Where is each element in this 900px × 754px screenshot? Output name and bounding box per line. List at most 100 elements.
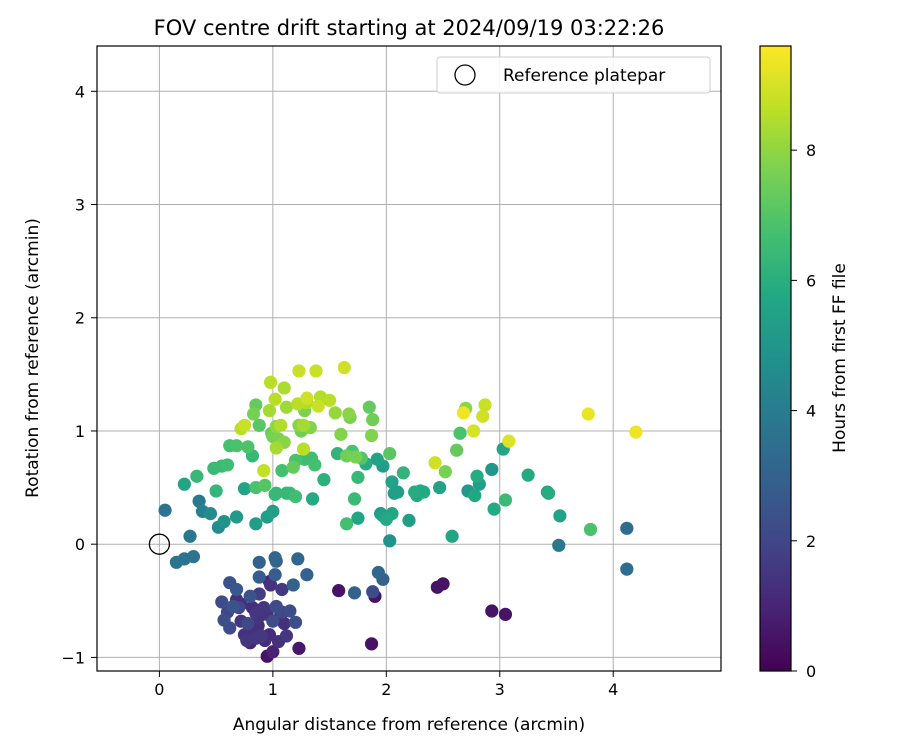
data-point bbox=[274, 418, 288, 432]
data-point bbox=[266, 645, 280, 659]
data-point bbox=[364, 428, 379, 443]
data-point bbox=[266, 614, 280, 628]
data-point bbox=[252, 570, 266, 584]
data-point bbox=[468, 488, 482, 503]
data-point bbox=[453, 426, 467, 440]
data-point bbox=[417, 485, 431, 499]
data-point bbox=[177, 477, 191, 491]
data-point bbox=[351, 470, 365, 484]
data-point bbox=[257, 463, 271, 478]
data-point bbox=[552, 538, 566, 552]
data-point bbox=[334, 427, 348, 441]
grid-lines bbox=[97, 46, 721, 671]
data-point bbox=[209, 484, 223, 498]
data-point bbox=[347, 492, 362, 506]
data-point bbox=[478, 398, 492, 412]
data-point bbox=[408, 485, 422, 499]
data-point bbox=[476, 409, 490, 423]
data-point bbox=[215, 595, 229, 609]
x-axis-ticks: 0 1 2 3 4 bbox=[154, 671, 618, 699]
data-point bbox=[383, 534, 397, 548]
legend-reference-marker bbox=[454, 64, 476, 86]
data-point bbox=[269, 599, 283, 614]
data-point bbox=[237, 482, 252, 496]
data-point bbox=[317, 473, 331, 487]
data-point bbox=[279, 629, 294, 643]
data-point bbox=[288, 490, 303, 504]
data-point bbox=[349, 450, 363, 464]
data-point bbox=[246, 407, 261, 421]
data-point bbox=[337, 360, 351, 375]
colorbar-label: Hours from first FF file bbox=[830, 263, 850, 453]
data-point bbox=[498, 607, 513, 621]
data-point bbox=[241, 616, 255, 631]
data-point bbox=[620, 521, 634, 535]
y-tick-label: −1 bbox=[61, 648, 85, 667]
data-point bbox=[158, 503, 172, 517]
y-axis-label: Rotation from reference (arcmin) bbox=[23, 218, 43, 498]
data-point bbox=[366, 413, 380, 427]
data-point bbox=[243, 589, 257, 603]
data-point bbox=[263, 578, 278, 592]
data-point bbox=[300, 391, 314, 405]
data-point bbox=[268, 551, 282, 565]
data-point bbox=[292, 641, 306, 655]
data-point bbox=[254, 629, 269, 643]
colorbar: 0 2 4 6 8 Hours from first FF file bbox=[759, 45, 850, 681]
data-point bbox=[275, 463, 289, 478]
data-point bbox=[269, 441, 283, 455]
colorbar-ticks: 0 2 4 6 8 bbox=[791, 141, 816, 681]
data-point bbox=[347, 586, 362, 600]
y-tick-label: 0 bbox=[75, 535, 85, 554]
data-point bbox=[288, 615, 303, 629]
chart-title: FOV centre drift starting at 2024/09/19 … bbox=[154, 16, 665, 40]
data-point bbox=[252, 555, 266, 569]
data-point bbox=[268, 568, 282, 582]
data-point bbox=[291, 552, 305, 566]
data-point bbox=[342, 407, 356, 421]
colorbar-tick-label: 8 bbox=[806, 141, 816, 160]
data-point bbox=[456, 406, 471, 420]
data-point bbox=[450, 443, 464, 457]
data-point bbox=[308, 458, 322, 472]
colorbar-tick-label: 2 bbox=[806, 532, 816, 551]
data-point bbox=[370, 452, 384, 466]
data-point bbox=[445, 529, 459, 543]
data-point bbox=[553, 509, 567, 523]
data-point bbox=[183, 529, 197, 543]
legend-entry-reference: Reference platepar bbox=[503, 66, 665, 86]
data-point bbox=[192, 494, 206, 508]
colorbar-tick-label: 6 bbox=[806, 271, 816, 290]
data-point bbox=[402, 513, 416, 528]
data-point bbox=[177, 552, 191, 566]
data-point bbox=[364, 637, 379, 651]
data-point bbox=[391, 485, 405, 499]
data-point bbox=[485, 604, 499, 618]
data-point bbox=[385, 475, 399, 489]
data-point bbox=[286, 460, 300, 474]
data-point bbox=[379, 512, 393, 526]
data-point bbox=[629, 425, 643, 439]
data-point bbox=[351, 511, 365, 525]
data-point bbox=[332, 584, 346, 598]
data-point bbox=[229, 582, 244, 597]
data-point bbox=[296, 418, 311, 432]
data-point bbox=[268, 392, 282, 406]
data-point bbox=[305, 492, 320, 506]
data-point bbox=[275, 582, 289, 597]
data-point bbox=[362, 400, 376, 414]
data-point bbox=[229, 439, 244, 453]
data-point bbox=[226, 599, 240, 614]
data-point bbox=[340, 517, 354, 531]
data-point bbox=[371, 565, 385, 580]
data-point bbox=[217, 514, 231, 529]
y-tick-label: 1 bbox=[75, 422, 85, 441]
x-tick-label: 4 bbox=[608, 680, 618, 699]
data-point bbox=[521, 468, 535, 482]
data-point bbox=[283, 604, 297, 618]
data-point bbox=[366, 585, 380, 599]
data-point bbox=[262, 403, 277, 418]
data-point bbox=[541, 486, 556, 500]
data-point bbox=[485, 462, 499, 477]
legend-box bbox=[436, 56, 711, 94]
